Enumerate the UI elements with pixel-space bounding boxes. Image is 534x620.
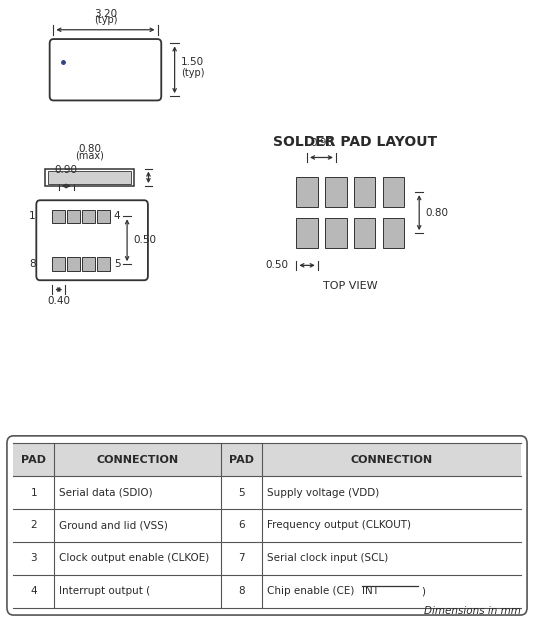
Bar [383, 177, 404, 207]
Text: CONNECTION: CONNECTION [350, 454, 433, 465]
Text: Supply voltage (VDD): Supply voltage (VDD) [267, 487, 380, 498]
Bar [354, 218, 375, 248]
Text: Frequency output (CLKOUT): Frequency output (CLKOUT) [267, 520, 411, 531]
Bar [97, 257, 110, 271]
Text: Serial data (SDIO): Serial data (SDIO) [59, 487, 153, 498]
Text: 0.50: 0.50 [134, 235, 156, 246]
Bar [67, 257, 80, 271]
Text: 3.20: 3.20 [94, 9, 117, 19]
Bar [13, 443, 521, 476]
Text: 4: 4 [30, 586, 37, 596]
Text: (max): (max) [75, 151, 104, 161]
Text: Serial clock input (SCL): Serial clock input (SCL) [267, 553, 389, 564]
Text: ): ) [421, 586, 425, 596]
Text: (typ): (typ) [181, 68, 205, 78]
Text: 6: 6 [238, 520, 245, 531]
Text: SOLDER PAD LAYOUT: SOLDER PAD LAYOUT [273, 135, 437, 149]
FancyBboxPatch shape [50, 39, 161, 100]
Text: 5: 5 [114, 259, 120, 269]
Bar [82, 257, 95, 271]
Text: Ground and lid (VSS): Ground and lid (VSS) [59, 520, 168, 531]
Bar [52, 257, 65, 271]
FancyBboxPatch shape [36, 200, 148, 280]
Text: 3: 3 [30, 553, 37, 564]
Bar [97, 210, 110, 223]
FancyBboxPatch shape [7, 436, 527, 615]
Bar [325, 177, 347, 207]
Text: (typ): (typ) [93, 15, 117, 25]
Text: CONNECTION: CONNECTION [97, 454, 179, 465]
Text: 0.80: 0.80 [78, 144, 101, 154]
Bar [325, 218, 347, 248]
Bar [67, 210, 80, 223]
Text: 8: 8 [29, 259, 36, 269]
Text: 0.90: 0.90 [54, 165, 78, 175]
Bar [296, 218, 318, 248]
Text: PAD: PAD [229, 454, 254, 465]
Bar [383, 218, 404, 248]
Text: Dimensions in mm: Dimensions in mm [424, 606, 521, 616]
Text: INT: INT [362, 586, 379, 596]
Text: 2: 2 [30, 520, 37, 531]
Text: 0.80: 0.80 [426, 208, 449, 218]
Text: Chip enable (CE): Chip enable (CE) [267, 586, 355, 596]
Text: PAD: PAD [21, 454, 46, 465]
Text: 0.40: 0.40 [47, 296, 70, 306]
Text: 4: 4 [114, 211, 120, 221]
Text: Clock output enable (CLKOE): Clock output enable (CLKOE) [59, 553, 209, 564]
Bar [45, 169, 134, 186]
Text: Interrupt output (: Interrupt output ( [59, 586, 151, 596]
Text: 1: 1 [30, 487, 37, 498]
Text: TOP VIEW: TOP VIEW [323, 281, 378, 291]
Text: 5: 5 [238, 487, 245, 498]
Text: 1.50: 1.50 [181, 57, 204, 68]
Bar [354, 177, 375, 207]
Text: 0.50: 0.50 [265, 260, 288, 270]
Bar [52, 210, 65, 223]
Text: 8: 8 [238, 586, 245, 596]
Bar [296, 177, 318, 207]
Bar [82, 210, 95, 223]
Text: 0.90: 0.90 [310, 138, 333, 148]
Text: 7: 7 [238, 553, 245, 564]
Text: 1: 1 [29, 211, 36, 221]
Bar [48, 171, 131, 184]
